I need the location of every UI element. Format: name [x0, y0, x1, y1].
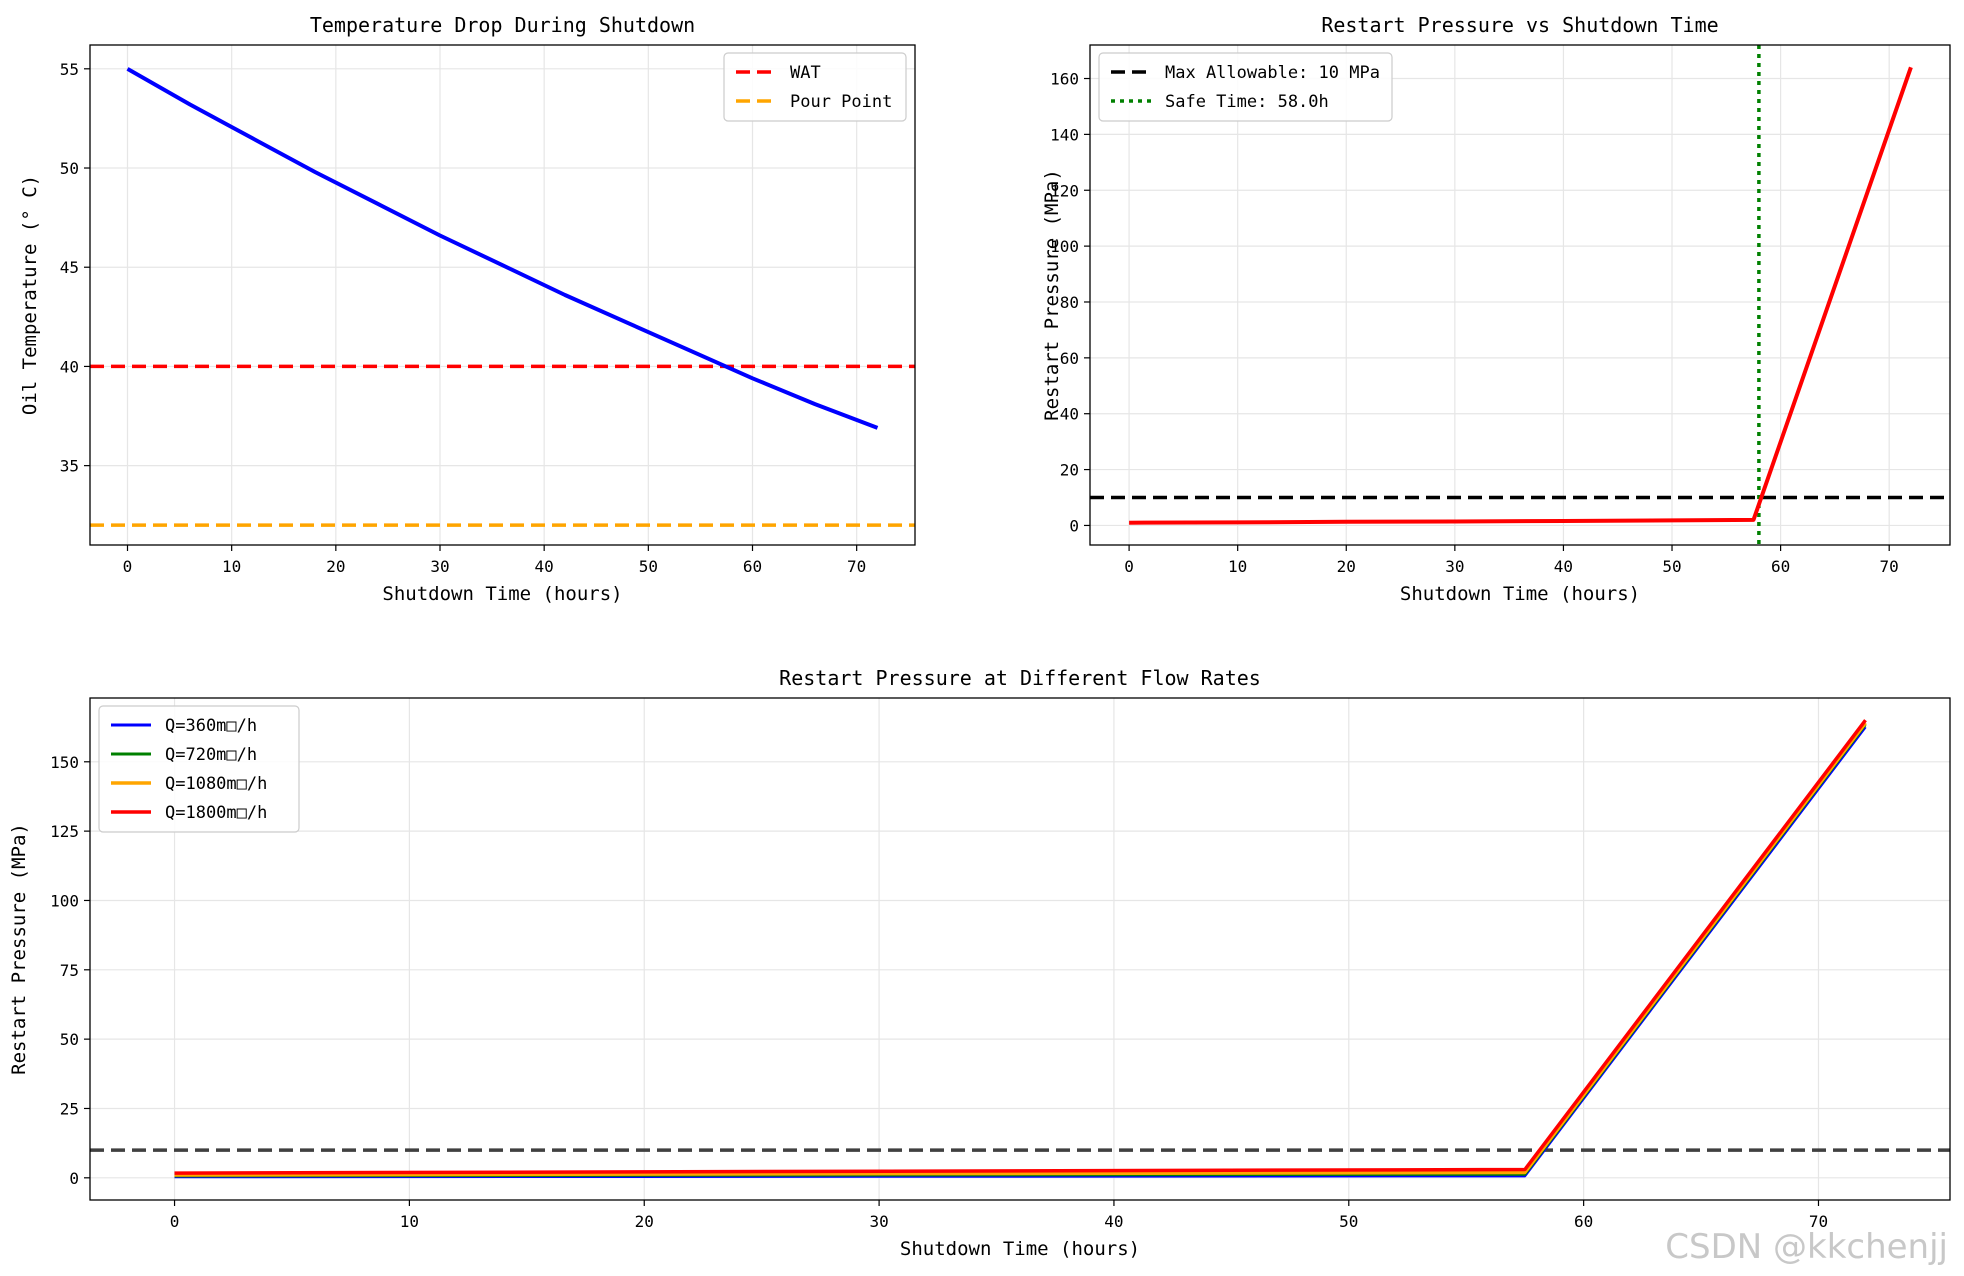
legend-label: Q=360m□/h: [165, 716, 257, 736]
x-tick-label: 0: [123, 557, 133, 576]
x-tick-label: 40: [1554, 557, 1573, 576]
legend: Q=360m□/h Q=720m□/h Q=1080m□/h Q=1800m□/h: [98, 705, 300, 833]
y-tick-label: 55: [60, 60, 79, 79]
legend-label: Q=720m□/h: [165, 745, 257, 765]
y-tick-label: 160: [1050, 70, 1079, 89]
y-tick-label: 100: [1050, 237, 1079, 256]
x-tick-label: 50: [639, 557, 658, 576]
y-tick-label: 50: [60, 1030, 79, 1049]
y-tick-label: 0: [69, 1169, 79, 1188]
x-tick-label: 30: [430, 557, 449, 576]
x-axis-label: Shutdown Time (hours): [382, 583, 622, 605]
x-tick-label: 30: [869, 1212, 888, 1231]
y-tick-label: 40: [60, 357, 79, 376]
x-tick-label: 20: [635, 1212, 654, 1231]
y-tick-label: 140: [1050, 125, 1079, 144]
legend: WAT Pour Point: [723, 52, 907, 122]
y-tick-label: 25: [60, 1099, 79, 1118]
x-tick-label: 50: [1339, 1212, 1358, 1231]
y-tick-label: 80: [1060, 293, 1079, 312]
x-tick-label: 60: [1771, 557, 1790, 576]
plot-area: [90, 719, 1950, 1179]
series-line: [174, 721, 1867, 1177]
legend-label: WAT: [790, 63, 821, 83]
axes-frame: [89, 697, 1951, 1201]
x-tick-label: 40: [1104, 1212, 1123, 1231]
y-tick-label: 120: [1050, 181, 1079, 200]
legend-frame: [98, 705, 300, 833]
y-tick-label: 150: [50, 753, 79, 772]
y-tick-label: 20: [1060, 461, 1079, 480]
y-tick-label: 125: [50, 822, 79, 841]
legend-label: Pour Point: [790, 92, 892, 112]
legend-label: Safe Time: 58.0h: [1165, 92, 1329, 112]
y-axis-label: Restart Pressure (MPa): [1041, 169, 1063, 421]
series-line: [126, 67, 879, 430]
x-axis-label: Shutdown Time (hours): [900, 1238, 1140, 1260]
y-tick-label: 35: [60, 457, 79, 476]
x-axis-label: Shutdown Time (hours): [1400, 583, 1640, 605]
axes-frame: [1089, 44, 1951, 546]
x-tick-label: 0: [170, 1212, 180, 1231]
x-tick-label: 10: [222, 557, 241, 576]
plot-area: [1090, 45, 1950, 545]
x-tick-label: 70: [847, 557, 866, 576]
x-tick-label: 60: [1574, 1212, 1593, 1231]
y-tick-label: 75: [60, 961, 79, 980]
legend-frame: [723, 52, 907, 122]
chart-title: Restart Pressure at Different Flow Rates: [779, 666, 1261, 690]
x-tick-label: 20: [326, 557, 345, 576]
y-tick-label: 100: [50, 891, 79, 910]
y-axis-label: Restart Pressure (MPa): [8, 823, 30, 1075]
legend-label: Q=1080m□/h: [165, 774, 267, 794]
x-tick-label: 10: [400, 1212, 419, 1231]
y-tick-label: 45: [60, 258, 79, 277]
y-tick-label: 0: [1069, 516, 1079, 535]
x-tick-label: 10: [1228, 557, 1247, 576]
series-line: [174, 719, 1867, 1175]
chart-1: 0 10 20 30 40 50 60 70 35 40 45 50 55 Temperature Dro…: [19, 13, 916, 605]
chart-title: Temperature Drop During Shutdown: [310, 13, 695, 37]
x-tick-label: 70: [1880, 557, 1899, 576]
legend-label: Max Allowable: 10 MPa: [1165, 63, 1380, 83]
x-tick-label: 40: [535, 557, 554, 576]
y-axis-label: Oil Temperature (° C): [19, 175, 41, 415]
legend-label: Q=1800m□/h: [165, 803, 267, 823]
y-tick-label: 60: [1060, 349, 1079, 368]
series-line: [1129, 66, 1913, 525]
legend-frame: [1098, 52, 1393, 122]
plot-area: [90, 67, 915, 527]
chart-2: 0 10 20 30 40 50 60 70 0 20 40 60 80 100 120 140 160 Rest…: [1041, 13, 1951, 605]
legend: Max Allowable: 10 MPa Safe Time: 58.0h: [1098, 52, 1393, 122]
watermark-text: CSDN @kkchenjj: [1665, 1227, 1948, 1267]
x-tick-label: 60: [743, 557, 762, 576]
chart-3: 0 10 20 30 40 50 60 70 0 25 50 75 100 125 150 Restart P…: [8, 666, 1951, 1260]
x-tick-label: 20: [1337, 557, 1356, 576]
y-tick-label: 40: [1060, 405, 1079, 424]
chart-title: Restart Pressure vs Shutdown Time: [1321, 13, 1718, 37]
x-tick-label: 0: [1124, 557, 1134, 576]
x-tick-label: 30: [1445, 557, 1464, 576]
axes-frame: [89, 44, 916, 546]
x-tick-label: 50: [1662, 557, 1681, 576]
y-tick-label: 50: [60, 159, 79, 178]
x-tick-label: 70: [1809, 1212, 1828, 1231]
series-line: [174, 726, 1867, 1179]
